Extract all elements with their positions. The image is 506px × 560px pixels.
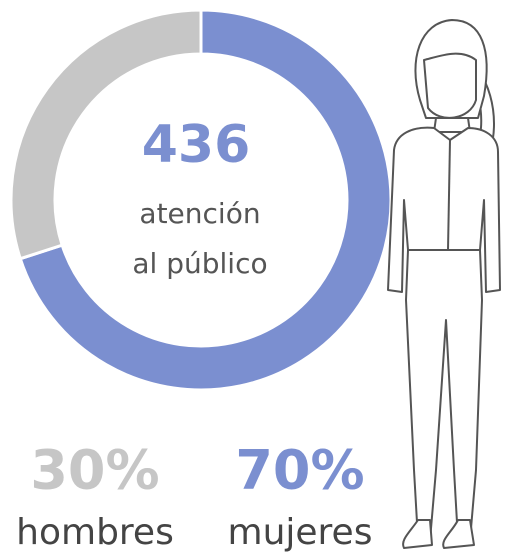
value-label: 30% — [30, 439, 159, 502]
woman-illustration — [387, 19, 501, 549]
donut-segment — [9, 8, 203, 261]
center-label: atención — [139, 197, 260, 230]
legend-label: hombres — [16, 512, 174, 553]
center-value: 436 — [142, 115, 251, 175]
value-label: 70% — [235, 439, 364, 502]
center-label: al público — [132, 247, 267, 280]
donut-segment — [18, 8, 393, 392]
legend-label: mujeres — [228, 512, 373, 553]
donut — [9, 8, 393, 392]
